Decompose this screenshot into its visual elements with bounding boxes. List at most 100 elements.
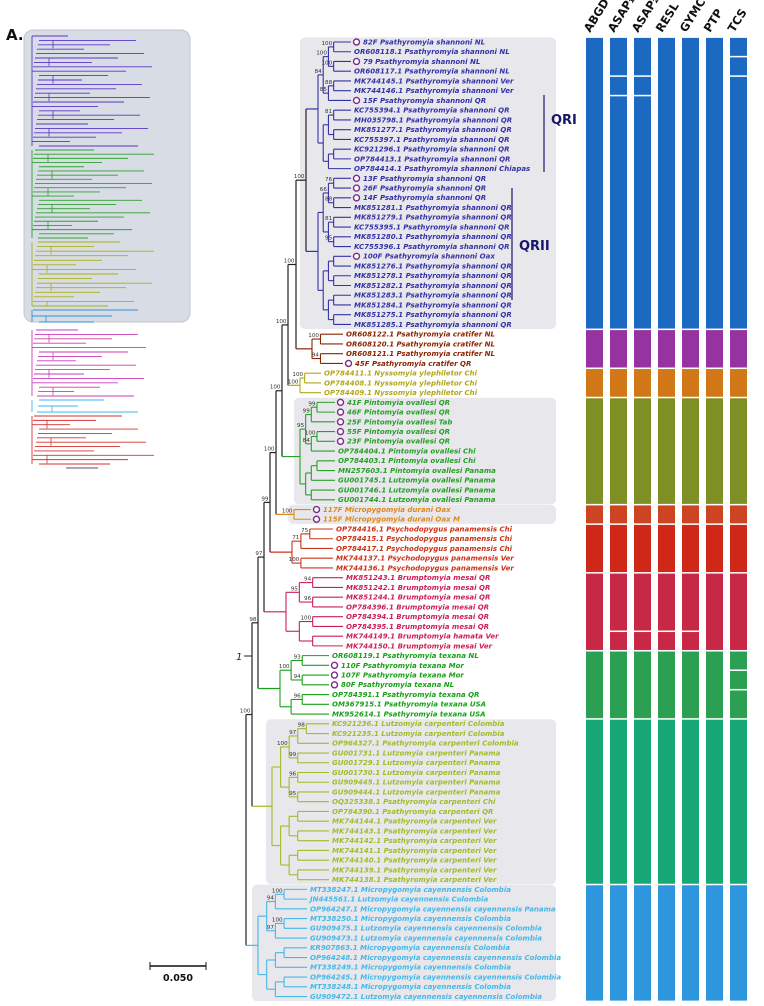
taxon-label: MT338248.1 Micropygomyia cayennensis Col… — [310, 983, 511, 991]
taxon-label: OP964248.1 Micropygomyia cayennensis cay… — [310, 954, 561, 962]
taxon-label: 55F Pintomyia ovallesi QR — [347, 428, 450, 436]
support-value: 66 — [320, 187, 328, 193]
taxon-label: OP784390.1 Psathyromyia carpenteri QR — [332, 808, 493, 816]
taxon-label: MK744141.1 Psathyromyia carpenteri Ver — [332, 847, 497, 855]
taxon-label: MK744136.1 Psychodopygus panamensis Ver — [336, 564, 514, 572]
support-value: 99 — [289, 752, 297, 758]
taxon-label: KC755397.1 Psathyromyia shannoni QR — [354, 136, 509, 144]
taxon-label: 46F Pintomyia ovallesi QR — [347, 409, 450, 417]
sampled-specimen-marker — [344, 359, 353, 368]
delimitation-bar-texana — [634, 651, 651, 719]
support-value: 100 — [272, 917, 283, 923]
delimitation-bar-mesai — [634, 632, 651, 650]
support-value: 100 — [321, 60, 332, 66]
taxon-label: MK851285.1 Psathyromyia shannoni QR — [354, 321, 512, 329]
taxon-label: 115F Micropygomyia durani Oax M — [323, 516, 460, 524]
delimitation-bar-mesai — [682, 632, 699, 650]
taxon-label: MN257603.1 Pintomyia ovallesi Panama — [338, 467, 496, 475]
taxon-label: OP784417.1 Psychodopygus panamensis Chi — [336, 545, 513, 553]
delimitation-bar-shannoni — [730, 57, 747, 76]
taxon-label: MK952614.1 Psathyromyia texana USA — [332, 710, 486, 718]
node-1-label: 1 — [236, 652, 242, 663]
support-value: 94 — [294, 674, 302, 680]
support-value: 95 — [325, 236, 333, 242]
qr1-label: QRI — [551, 113, 577, 128]
taxon-label: GU909473.1 Lutzomyia cayennensis cayenne… — [310, 934, 542, 942]
taxon-label: MK851243.1 Brumptomyia mesai QR — [346, 574, 490, 582]
support-value: 100 — [288, 379, 299, 385]
support-value: 97 — [267, 925, 275, 931]
support-value: 85 — [320, 87, 328, 93]
support-value: 100 — [321, 41, 332, 47]
support-value: 100 — [308, 333, 319, 339]
taxon-label: MK744143.1 Psathyromyia carpenteri Ver — [332, 827, 497, 835]
taxon-label: GU001746.1 Lutzomyia ovallesi Panama — [338, 486, 496, 494]
taxon-label: MK851284.1 Psathyromyia shannoni QR — [354, 301, 512, 309]
support-value: 99 — [261, 496, 269, 502]
taxon-label: MK744142.1 Psathyromyia carpenteri Ver — [332, 837, 497, 845]
taxon-label: 15F Psathyromyia shannoni QR — [363, 97, 486, 105]
delimitation-bar-shannoni — [634, 37, 651, 76]
support-value: 100 — [284, 258, 295, 264]
sampled-specimen-marker — [336, 398, 345, 407]
delimitation-bar-shannoni — [586, 37, 603, 329]
taxon-label: 79 Psathyromyia shannoni NL — [363, 58, 480, 66]
delimitation-bar-durani — [658, 505, 675, 524]
delimitation-bar-cratifer — [658, 330, 675, 368]
delimitation-bar-ovallesi — [730, 398, 747, 504]
delimitation-bar-shannoni — [658, 37, 675, 329]
delimitation-bar-durani — [706, 505, 723, 524]
labels-layer: 1001001008885848176886681951009410010099… — [240, 0, 750, 1001]
support-value: 100 — [276, 319, 287, 325]
support-value: 100 — [292, 372, 303, 378]
column-header: TCS — [725, 6, 750, 34]
taxon-label: 80F Psathyromyia texana NL — [341, 681, 454, 689]
support-value: 94 — [304, 577, 312, 583]
delimitation-bar-panamensis — [706, 524, 723, 573]
delimitation-bar-carpenteri — [682, 719, 699, 884]
taxon-label: GU909444.1 Lutzomyia carpenteri Panama — [332, 788, 501, 796]
delimitation-bar-texana — [610, 651, 627, 719]
taxon-label: 100F Psathyromyia shannoni Oax — [363, 253, 495, 261]
taxon-label: MK851278.1 Psathyromyia shannoni QR — [354, 272, 512, 280]
support-value: 81 — [325, 216, 333, 222]
support-value: 84 — [315, 69, 323, 75]
taxon-label: OR608120.1 Psathyromyia cratifer NL — [346, 340, 495, 348]
taxon-label: MK851277.1 Psathyromyia shannoni QR — [354, 126, 512, 134]
taxon-label: GU001744.1 Lutzomyia ovallesi Panama — [338, 496, 496, 504]
inset-highlight-box — [23, 29, 191, 323]
support-value: 97 — [289, 730, 297, 736]
taxon-label: KC755395.1 Psathyromyia shannoni QR — [354, 223, 509, 231]
taxon-label: MT338249.1 Micropygomyia cayennensis Col… — [310, 964, 511, 972]
delimitation-bar-panamensis — [730, 524, 747, 573]
delimitation-bar-cratifer — [706, 330, 723, 368]
delimitation-bar-carpenteri — [634, 719, 651, 884]
support-value: 100 — [300, 616, 311, 622]
sampled-specimen-marker — [352, 174, 361, 183]
inset-tree-svg — [23, 29, 191, 469]
taxon-label: OP964327.1 Psathyromyia carpenteri Colom… — [332, 740, 519, 748]
taxon-label: MK851282.1 Psathyromyia shannoni QR — [354, 282, 512, 290]
support-value: 98 — [249, 617, 257, 623]
delimitation-bar-texana — [586, 651, 603, 719]
node-1-bracket — [244, 643, 253, 657]
support-value: 76 — [325, 177, 333, 183]
support-value: 96 — [304, 596, 312, 602]
clade-annotation-qr2: QRII — [511, 188, 550, 300]
sampled-specimen-marker — [336, 418, 345, 426]
taxon-label: OP784416.1 Psychodopygus panamensis Chi — [336, 525, 513, 533]
support-value: 100 — [294, 174, 305, 180]
delimitation-bar-durani — [586, 505, 603, 524]
taxon-label: MT338250.1 Micropygomyia cayennensis Col… — [310, 915, 511, 923]
delimitation-bar-texana — [730, 671, 747, 689]
column-header: PTP — [701, 6, 726, 34]
clade-annotation-qr1: QRI — [543, 95, 577, 172]
support-value: 100 — [316, 51, 327, 57]
taxon-label: MK744150.1 Brumptomyia mesai Ver — [346, 642, 493, 650]
taxon-label: MK851279.1 Psathyromyia shannoni QR — [354, 214, 512, 222]
taxon-label: OR608122.1 Psathyromyia cratifer NL — [346, 331, 495, 339]
delimitation-bar-mesai — [658, 632, 675, 650]
support-value: 71 — [292, 535, 300, 541]
delimitation-bar-durani — [682, 505, 699, 524]
